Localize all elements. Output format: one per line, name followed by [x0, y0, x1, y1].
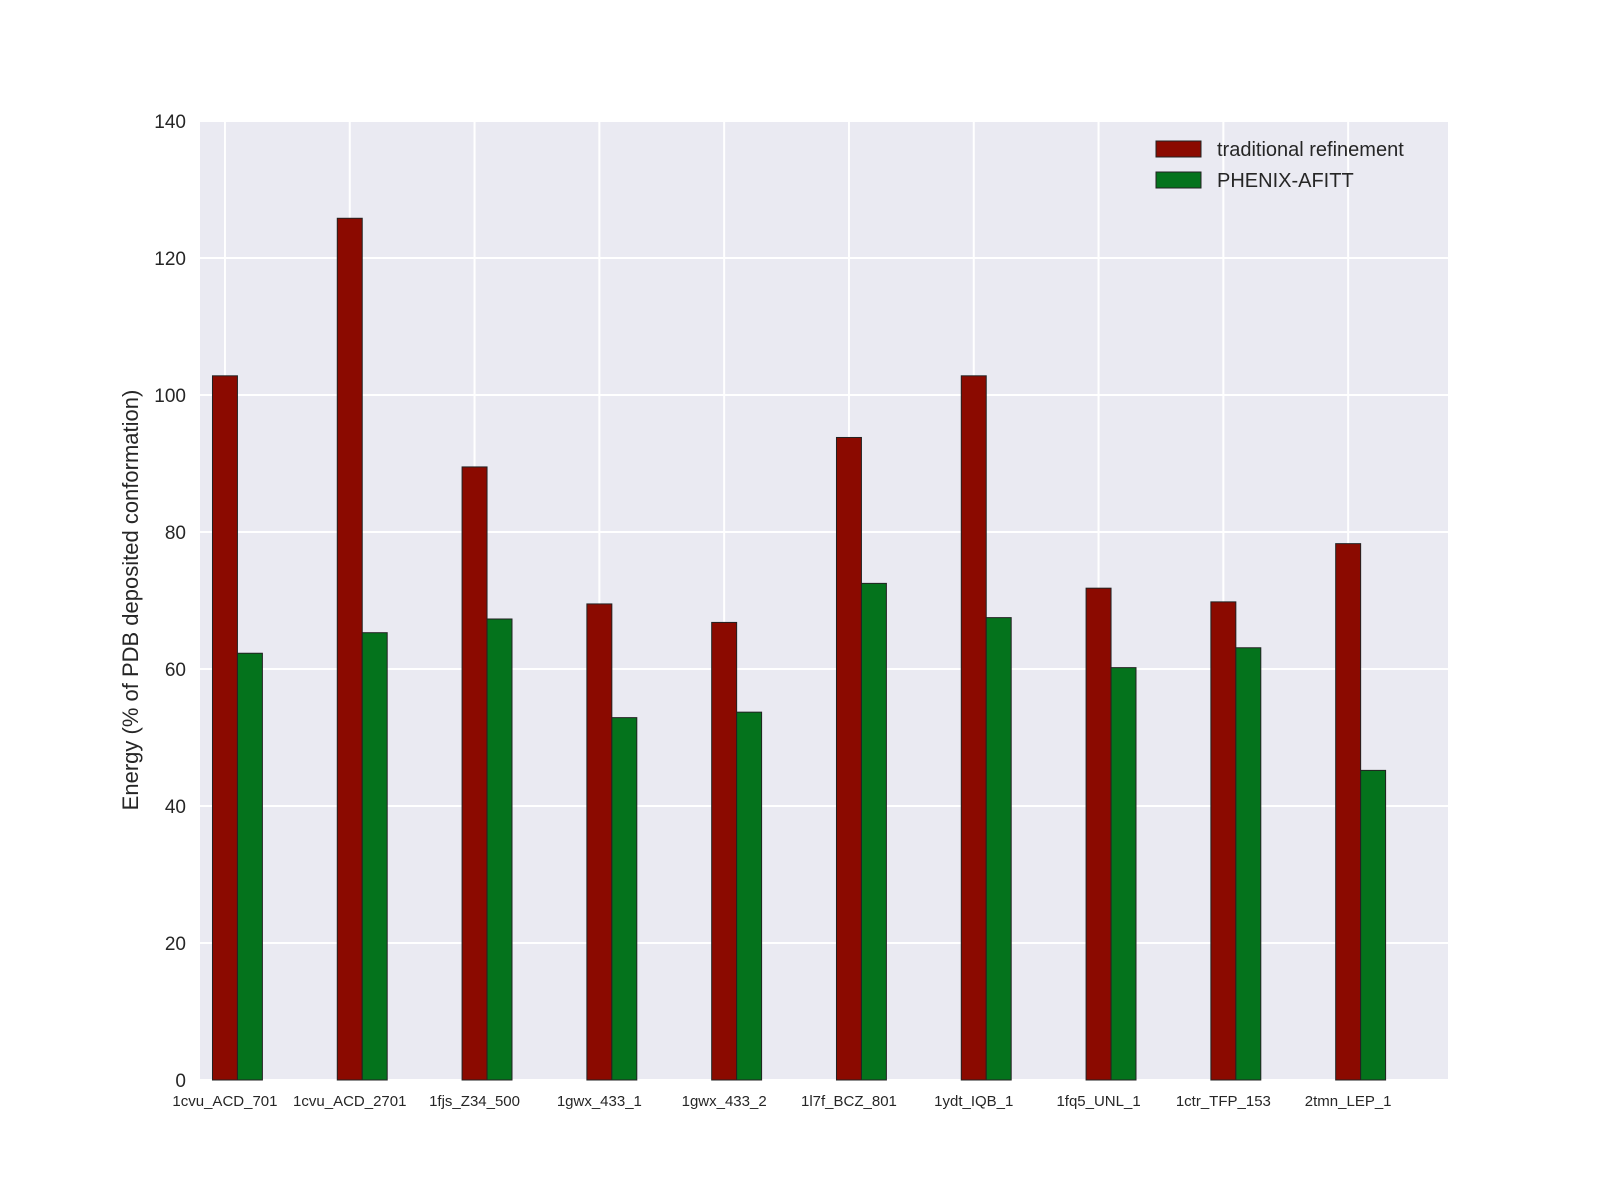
y-tick-label: 40 [165, 797, 186, 818]
x-tick-label: 1l7f_BCZ_801 [801, 1093, 897, 1110]
bar-phenix [486, 618, 513, 1081]
x-tick-label: 1gwx_433_1 [557, 1093, 642, 1110]
bar-traditional [1210, 601, 1237, 1081]
x-axis-ticks: 1cvu_ACD_701 1cvu_ACD_2701 1fjs_Z34_500 1gw… [172, 1093, 1391, 1110]
y-tick-label: 80 [165, 523, 186, 544]
x-tick-label: 1fjs_Z34_500 [429, 1093, 520, 1110]
bar-phenix [1235, 647, 1262, 1081]
legend: traditional refinement PHENIX-AFITT [1155, 139, 1404, 192]
bar-traditional [336, 217, 363, 1081]
x-tick-label: 2tmn_LEP_1 [1305, 1093, 1392, 1110]
legend-label: traditional refinement [1217, 139, 1404, 161]
bar-phenix [611, 717, 638, 1081]
bar-phenix [860, 582, 887, 1081]
x-tick-label: 1cvu_ACD_2701 [293, 1093, 406, 1110]
y-tick-label: 60 [165, 660, 186, 681]
legend-swatch [1155, 171, 1202, 189]
bar-phenix [985, 617, 1012, 1081]
bar-phenix [361, 632, 388, 1081]
bar-phenix [236, 652, 263, 1081]
y-tick-label: 0 [175, 1071, 186, 1092]
bar-traditional [1085, 587, 1112, 1081]
y-axis-label: Energy (% of PDB deposited conformation) [118, 390, 143, 811]
x-tick-label: 1cvu_ACD_701 [172, 1093, 277, 1110]
x-tick-label: 1gwx_433_2 [682, 1093, 767, 1110]
legend-swatch [1155, 140, 1202, 158]
y-tick-label: 120 [154, 249, 186, 270]
bar-traditional [1335, 543, 1362, 1081]
y-tick-label: 100 [154, 386, 186, 407]
bar-phenix [1110, 667, 1137, 1081]
bar-phenix [1360, 769, 1387, 1081]
y-axis-ticks: 0 20 40 60 80 100 120 140 [154, 112, 186, 1092]
y-tick-label: 140 [154, 112, 186, 133]
bar-traditional [711, 621, 738, 1081]
x-tick-label: 1ctr_TFP_153 [1176, 1093, 1271, 1110]
bars [211, 217, 1387, 1081]
x-tick-label: 1fq5_UNL_1 [1056, 1093, 1140, 1110]
bar-traditional [835, 436, 862, 1081]
bar-traditional [211, 375, 238, 1081]
bar-traditional [586, 603, 613, 1081]
bar-phenix [736, 711, 763, 1081]
legend-label: PHENIX-AFITT [1217, 170, 1354, 192]
bar-traditional [461, 466, 488, 1081]
x-tick-label: 1ydt_IQB_1 [934, 1093, 1013, 1110]
y-tick-label: 20 [165, 934, 186, 955]
bar-traditional [960, 375, 987, 1081]
